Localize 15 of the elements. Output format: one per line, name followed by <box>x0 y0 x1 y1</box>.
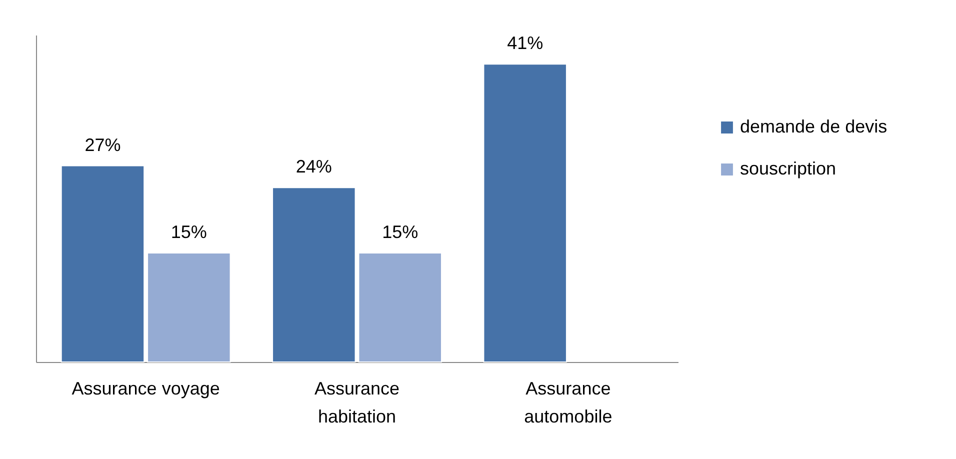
data-label: 24% <box>296 156 332 177</box>
x-tick-label: Assurance automobile <box>524 378 612 426</box>
data-label: 15% <box>382 222 418 242</box>
data-label: 27% <box>84 134 121 155</box>
bar <box>358 252 442 362</box>
bar <box>147 252 231 362</box>
bar <box>272 187 356 362</box>
data-label: 15% <box>170 222 207 242</box>
bar <box>483 64 567 362</box>
data-label: 41% <box>507 33 544 54</box>
x-tick-label: Assurance voyage <box>72 378 220 398</box>
bar <box>60 165 145 362</box>
x-tick-label: Assurance habitation <box>314 378 400 426</box>
legend-label: souscription <box>740 158 836 178</box>
legend-label: demande de devis <box>740 116 888 136</box>
